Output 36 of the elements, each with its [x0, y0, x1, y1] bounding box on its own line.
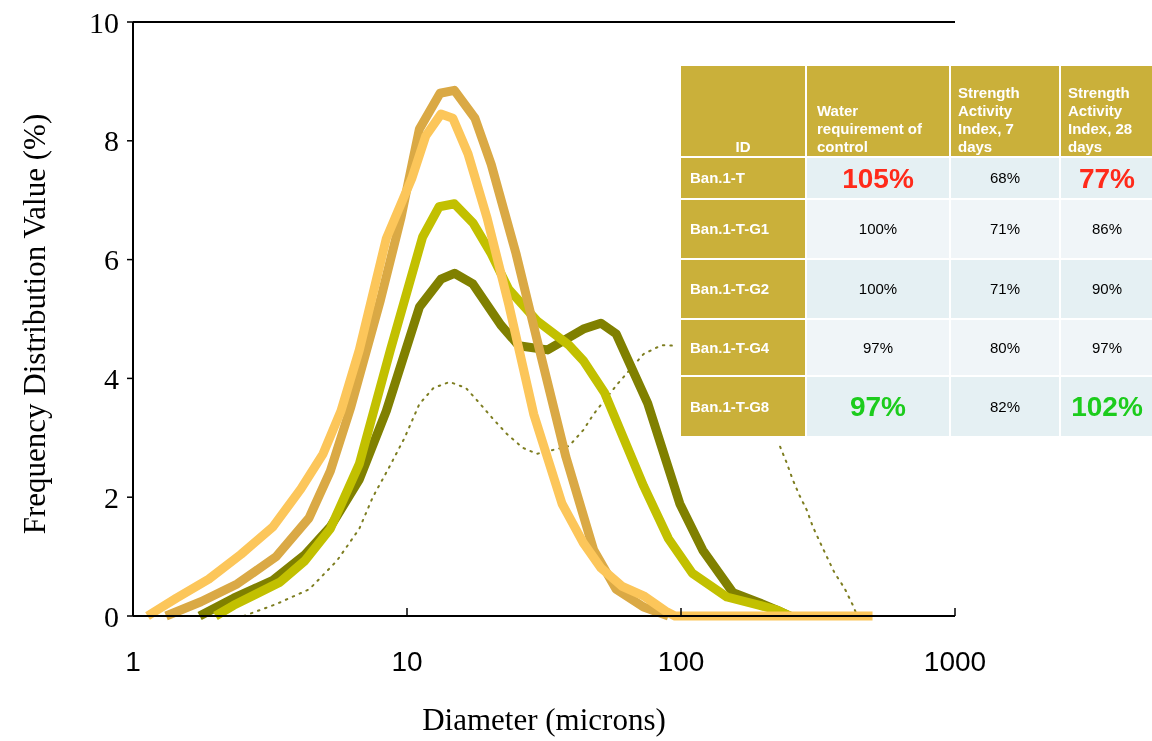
- y-tick-label: 0: [104, 599, 119, 633]
- text: 86%: [1091, 220, 1123, 238]
- x-tick-label: 1000: [923, 646, 987, 677]
- text: 102%: [1071, 391, 1143, 423]
- text: 68%: [989, 169, 1021, 187]
- x-tick-label: 1: [125, 646, 141, 677]
- y-tick-label: 8: [104, 124, 119, 158]
- category-label: Ban.1-T-G8: [690, 397, 770, 415]
- y-tick-label: 6: [104, 243, 119, 277]
- x-tick-label: 100: [657, 646, 705, 677]
- y-tick-label: 2: [104, 480, 119, 514]
- category-label: Ban.1-T: [690, 169, 746, 187]
- y-tick-label: 10: [89, 5, 119, 39]
- text: 100%: [858, 280, 898, 298]
- text: 97%: [862, 338, 894, 356]
- text: 71%: [989, 220, 1021, 238]
- y-axis-title: Frequency Distribution Value (%): [17, 113, 52, 535]
- category-label: Strength Activity Index, 28 days: [1068, 84, 1133, 155]
- text: 90%: [1091, 280, 1123, 298]
- x-tick-label: 10: [391, 646, 423, 677]
- text: 105%: [842, 162, 914, 194]
- category-label: Ban.1-T-G4: [690, 338, 770, 356]
- text: 80%: [989, 338, 1021, 356]
- category-label: Ban.1-T-G2: [690, 280, 770, 298]
- text: 71%: [989, 280, 1021, 298]
- category-label: Ban.1-T-G1: [690, 220, 770, 238]
- text: 82%: [989, 397, 1021, 415]
- category-label: Water requirement of control: [817, 102, 924, 155]
- x-axis-title: Diameter (microns): [422, 702, 666, 737]
- category-label: Strength Activity Index, 7 days: [958, 84, 1020, 155]
- text: 97%: [1091, 338, 1123, 356]
- text: 77%: [1078, 162, 1136, 194]
- y-tick-label: 4: [104, 361, 119, 395]
- text: 97%: [849, 391, 907, 423]
- text: 100%: [858, 220, 898, 238]
- category-label: ID: [735, 138, 751, 155]
